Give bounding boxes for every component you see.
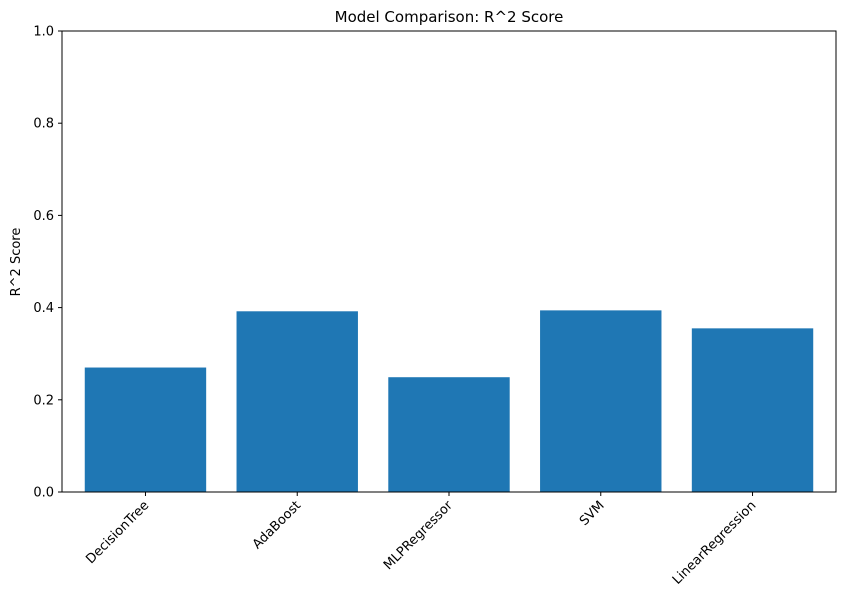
y-axis-label: R^2 Score [9, 228, 24, 297]
x-ticks-layer: DecisionTree AdaBoost MLPRegressor SVM Linea… [83, 492, 759, 588]
x-tick-label: LinearRegression [670, 498, 759, 587]
x-tick-label: MLPRegressor [381, 498, 456, 573]
y-tick-label: 0.6 [33, 209, 54, 224]
y-tick-label: 0.0 [33, 486, 54, 501]
bars-layer [84, 310, 814, 492]
x-tick-label: AdaBoost [250, 498, 304, 552]
bar-MLPRegressor [388, 377, 510, 492]
chart-title: Model Comparison: R^2 Score [335, 8, 564, 26]
bar-LinearRegression [691, 328, 814, 492]
y-tick-label: 0.8 [33, 117, 54, 132]
x-tick-label: DecisionTree [83, 498, 152, 567]
y-tick-label: 0.2 [33, 393, 54, 408]
bar-DecisionTree [84, 367, 207, 492]
plot-frame [61, 30, 837, 493]
bar-AdaBoost [236, 311, 358, 492]
bar-SVM [540, 310, 662, 492]
y-tick-label: 0.4 [33, 301, 54, 316]
y-ticks-layer: 0.0 0.2 0.4 0.6 0.8 1.0 [33, 25, 62, 501]
x-tick-label: SVM [577, 498, 608, 529]
y-tick-label: 1.0 [33, 25, 54, 40]
